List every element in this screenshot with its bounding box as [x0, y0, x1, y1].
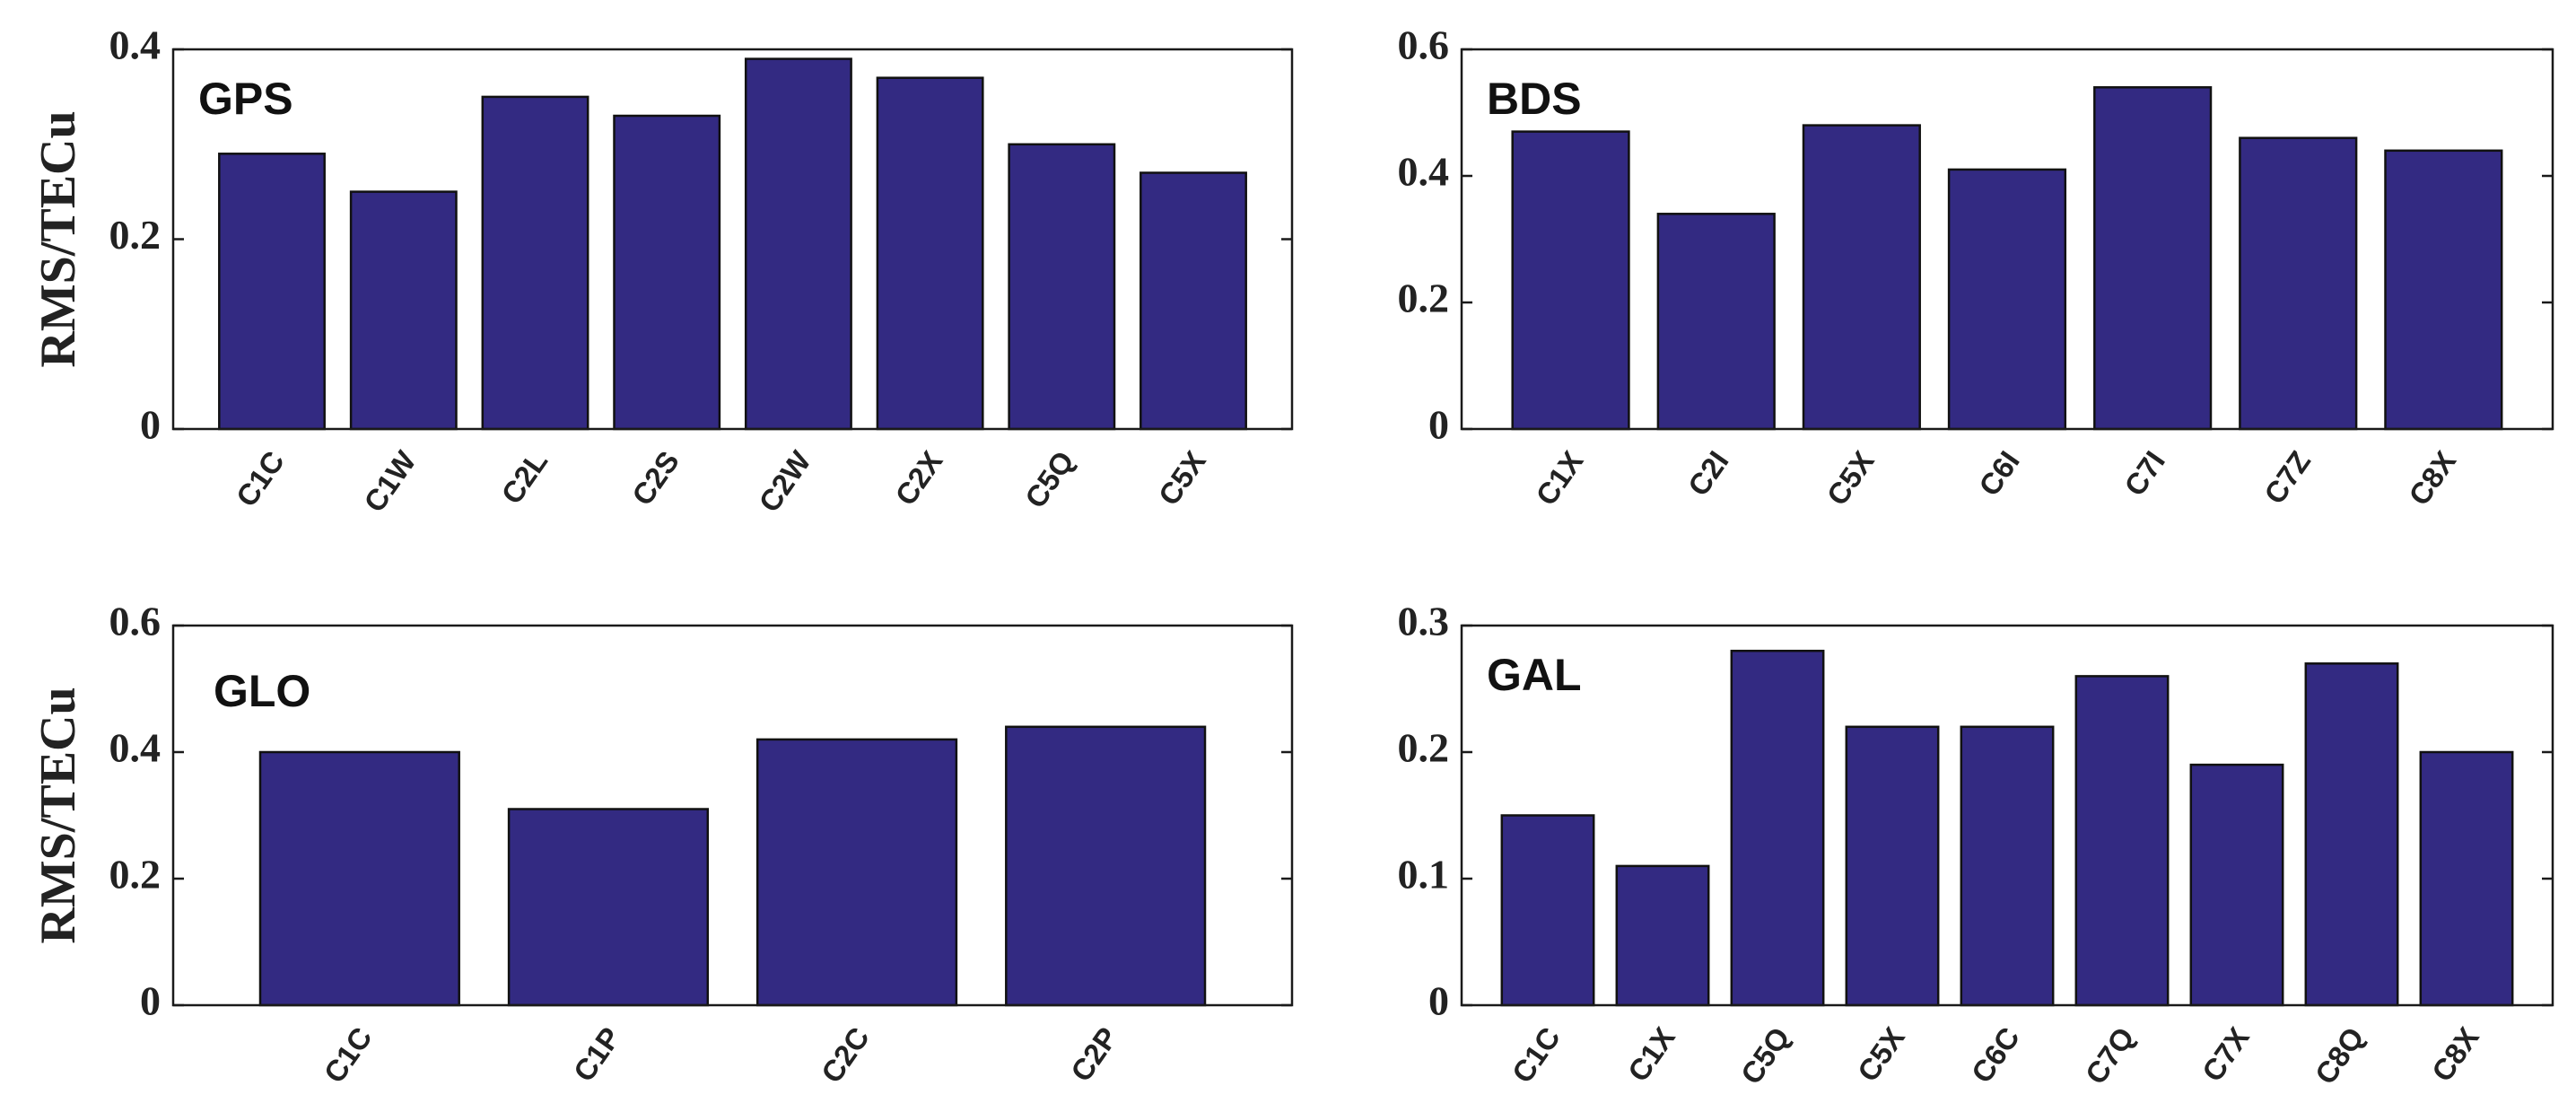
panel-title: GLO [214, 666, 310, 716]
y-tick-label: 0.2 [1398, 725, 1450, 771]
bar-c8x [2384, 149, 2503, 431]
panel-title: GAL [1487, 650, 1582, 700]
bar-c8x [2419, 750, 2514, 1007]
panel-title: GPS [198, 74, 293, 124]
axes-frame [1460, 624, 2554, 1007]
bar-c1p [507, 808, 710, 1007]
y-tick-label: 0 [140, 978, 161, 1024]
x-tick-label: C1P [567, 1021, 627, 1088]
x-tick-label: C1C [1506, 1021, 1567, 1089]
x-tick-label: C5Q [1018, 445, 1080, 514]
y-tick-label: 0.2 [1398, 276, 1450, 321]
bar-c2w [744, 57, 852, 431]
y-axis-label: RMS/TECu [31, 687, 86, 943]
x-tick-label: C2S [625, 445, 685, 512]
bar-c2s [613, 114, 721, 431]
bar-c2x [876, 76, 984, 431]
x-tick-label: C2W [752, 444, 817, 518]
bar-c1c [258, 750, 460, 1007]
y-tick-label: 0.2 [109, 212, 162, 258]
bar-c1c [218, 153, 326, 431]
x-tick-label: C8X [2402, 445, 2462, 512]
y-tick-label: 0 [140, 402, 161, 448]
y-tick-label: 0 [1428, 978, 1449, 1024]
x-tick-label: C7Z [2257, 445, 2317, 510]
y-tick-label: 0.1 [1398, 852, 1450, 897]
x-tick-label: C8X [2425, 1021, 2485, 1088]
x-tick-label: C7X [2196, 1021, 2256, 1088]
y-tick-label: 0.6 [109, 599, 162, 644]
y-tick-label: 0 [1428, 402, 1449, 448]
x-tick-label: C2I [1681, 445, 1735, 502]
bar-c1x [1511, 130, 1630, 431]
y-tick-label: 0.3 [1398, 599, 1450, 644]
bar-c1x [1615, 864, 1710, 1007]
bar-c7z [2239, 136, 2358, 431]
bar-c5x [1140, 171, 1247, 431]
x-tick-label: C1W [357, 444, 423, 518]
x-tick-label: C1C [230, 445, 291, 512]
bar-c2l [481, 95, 589, 431]
y-axis-label: RMS/TECu [31, 110, 86, 367]
bar-c7i [2093, 86, 2213, 431]
y-tick-label: 0.4 [109, 725, 162, 771]
bar-c7x [2189, 763, 2284, 1007]
bar-c5q [1730, 649, 1825, 1007]
bar-c2c [755, 738, 958, 1007]
chart-panel-glo: C1C C1P C2C C2P 0 0.2 0.4 0.6 GLO RMS/TECu [31, 599, 1294, 1089]
bar-c6c [1960, 725, 2055, 1007]
bar-c5x [1845, 725, 1940, 1007]
bar-c7q [2074, 675, 2170, 1007]
bar-c5x [1802, 124, 1921, 431]
x-tick-label: C8Q [2309, 1021, 2371, 1090]
chart-panel-bds: C1X C2I C5X C6I C7I C7Z C8X 0 0.2 0.4 0.6 BDS [1398, 22, 2554, 512]
bar-c5q [1008, 143, 1116, 431]
x-tick-label: C7I [2118, 445, 2171, 502]
x-tick-label: C2L [494, 445, 554, 510]
x-tick-label: C2X [888, 445, 948, 512]
chart-panel-gps: C1C C1W C2L C2S C2W C2X C5Q C5X 0 0.2 0.4 GPS RMS/TE… [31, 22, 1294, 518]
x-tick-label: C6I [1972, 445, 2026, 502]
axes-frame [171, 48, 1294, 431]
bar-c1w [349, 190, 458, 431]
x-tick-label: C5X [1152, 445, 1212, 512]
y-tick-label: 0.4 [1398, 149, 1450, 195]
x-tick-label: C7Q [2079, 1021, 2141, 1090]
y-tick-label: 0.6 [1398, 22, 1450, 68]
x-tick-label: C5X [1851, 1021, 1911, 1088]
x-tick-label: C5X [1821, 445, 1881, 512]
x-tick-label: C6C [1965, 1021, 2026, 1089]
bar-c8q [2304, 662, 2399, 1007]
x-tick-label: C5Q [1734, 1021, 1796, 1090]
panel-title: BDS [1487, 74, 1582, 124]
bar-c2i [1656, 213, 1776, 431]
y-tick-label: 0.4 [109, 22, 162, 68]
y-tick-label: 0.2 [109, 852, 162, 897]
chart-panel-gal: C1C C1X C5Q C5X C6C C7Q C7X C8Q C8X 0 0.1 0.2 0.3 GAL [1398, 599, 2554, 1090]
bar-c2p [1005, 725, 1207, 1007]
x-tick-label: C2P [1064, 1021, 1124, 1088]
x-tick-label: C1C [318, 1021, 379, 1089]
bar-c1c [1500, 814, 1595, 1007]
axes-frame [1460, 48, 2554, 431]
x-tick-label: C2C [815, 1021, 876, 1089]
x-tick-label: C1X [1621, 1021, 1681, 1088]
bar-c6i [1947, 168, 2067, 431]
x-tick-label: C1X [1529, 445, 1589, 512]
axes-frame [171, 624, 1294, 1007]
